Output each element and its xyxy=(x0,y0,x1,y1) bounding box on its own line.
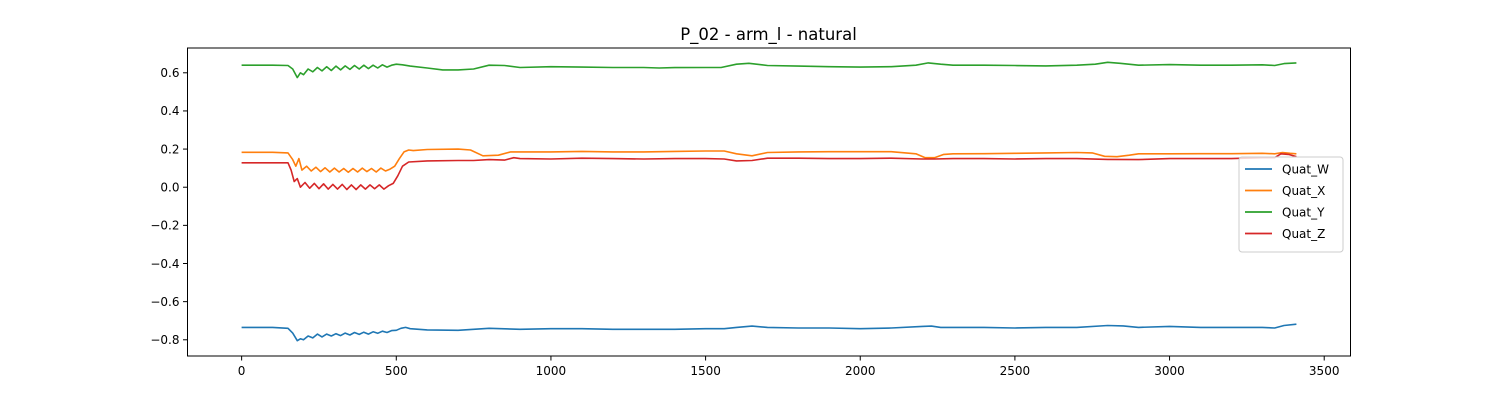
legend-label: Quat_Z xyxy=(1282,227,1325,241)
legend-label: Quat_W xyxy=(1282,162,1329,176)
y-tick-label: 0.4 xyxy=(160,104,179,118)
x-axis: 0 500 1000 1500 2000 2500 3000 3500 xyxy=(238,356,1340,378)
legend-label: Quat_X xyxy=(1282,184,1325,198)
series-line-quat-x xyxy=(241,148,1297,174)
x-tick-label: 1000 xyxy=(536,364,567,378)
legend-box xyxy=(1238,156,1344,253)
y-tick-label: −0.4 xyxy=(150,257,179,271)
y-tick-label: −0.8 xyxy=(150,333,179,347)
x-tick-label: 3000 xyxy=(1154,364,1185,378)
series-layer xyxy=(241,61,1297,342)
x-tick-label: 3500 xyxy=(1309,364,1340,378)
y-axis: −0.8 −0.6 −0.4 −0.2 0.0 0.2 0.4 0.6 xyxy=(150,66,188,347)
y-tick-label: −0.6 xyxy=(150,295,179,309)
chart-title: P_02 - arm_l - natural xyxy=(680,25,857,45)
y-tick-label: 0.2 xyxy=(160,142,179,156)
plot-frame xyxy=(187,47,1351,357)
y-tick-label: 0.0 xyxy=(160,181,179,195)
x-tick-label: 0 xyxy=(238,364,246,378)
x-tick-label: 2500 xyxy=(1000,364,1031,378)
x-tick-label: 1500 xyxy=(690,364,721,378)
y-tick-label: 0.6 xyxy=(160,66,179,80)
legend: Quat_W Quat_X Quat_Y Quat_Z xyxy=(1238,156,1344,253)
legend-label: Quat_Y xyxy=(1282,205,1325,219)
y-tick-label: −0.2 xyxy=(150,219,179,233)
x-tick-label: 500 xyxy=(385,364,408,378)
series-line-quat-z xyxy=(241,153,1297,191)
series-line-quat-w xyxy=(241,323,1297,342)
series-line-quat-y xyxy=(241,61,1297,79)
x-tick-label: 2000 xyxy=(845,364,876,378)
